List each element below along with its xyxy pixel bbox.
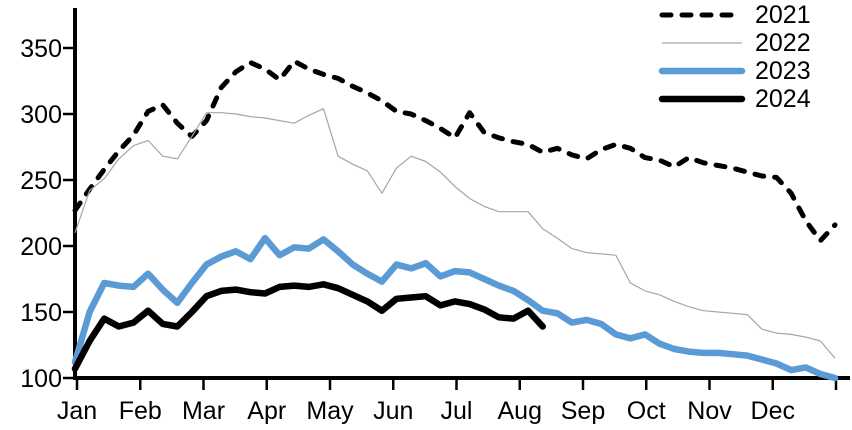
x-tick-label: Oct (627, 397, 666, 425)
y-tick-label: 300 (20, 101, 62, 129)
legend-item-2023: 2023 (658, 57, 852, 85)
legend-label: 2022 (755, 29, 811, 57)
x-tick-label: Jun (373, 397, 413, 425)
legend-item-2022: 2022 (658, 29, 852, 57)
thin-line-sample (662, 42, 742, 44)
legend-label: 2021 (755, 1, 811, 29)
y-tick-label: 150 (20, 299, 62, 327)
x-tick-label: Feb (119, 397, 162, 425)
x-tick-label: Nov (687, 397, 732, 425)
dashed-line-sample (659, 12, 745, 18)
y-tick-label: 250 (20, 167, 62, 195)
x-tick-label: May (306, 397, 354, 425)
x-tick-label: Mar (182, 397, 225, 425)
legend-label: 2023 (755, 57, 811, 85)
legend-label: 2024 (755, 85, 811, 113)
blue-line-sample (658, 67, 746, 75)
x-tick-label: Aug (498, 397, 542, 425)
y-tick-label: 350 (20, 35, 62, 63)
series-line-2022 (74, 108, 836, 359)
series-line-2023 (71, 234, 839, 382)
x-tick-label: Sep (561, 397, 605, 425)
legend-item-2021: 2021 (658, 1, 852, 29)
series-line-2024 (71, 281, 546, 373)
legend-item-2024: 2024 (658, 85, 852, 113)
x-tick-label: Jan (57, 397, 97, 425)
black-line-sample (658, 95, 746, 103)
y-tick-label: 100 (20, 365, 62, 393)
x-tick-label: Apr (247, 397, 286, 425)
x-tick-label: Jul (441, 397, 473, 425)
legend: 2021 2022 2023 2024 (658, 1, 852, 113)
x-tick-label: Dec (751, 397, 795, 425)
y-tick-label: 200 (20, 233, 62, 261)
